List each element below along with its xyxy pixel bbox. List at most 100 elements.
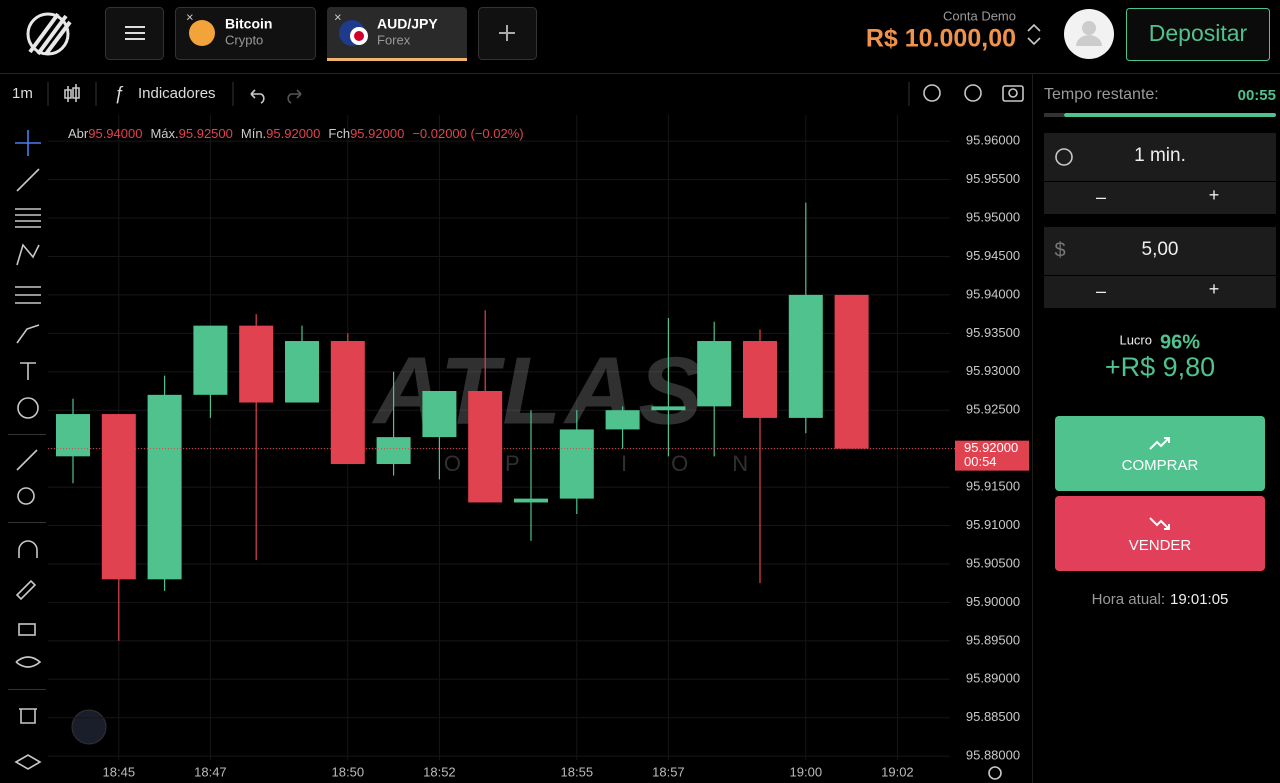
menu-icon [125,26,145,40]
plus-button[interactable]: + [1209,279,1220,299]
y-tick-label: 95.94500 [966,248,1020,263]
asset-tab-active[interactable] [327,7,467,61]
minus-button[interactable]: – [1096,281,1106,301]
text-tool[interactable] [20,362,36,380]
amount[interactable]: 5,00 [1142,239,1179,260]
deposit-label[interactable]: Depositar [1149,20,1248,46]
emoji-tool[interactable] [17,397,39,419]
x-tick-label: 19:00 [790,764,823,779]
x-tick-label: 18:45 [103,764,136,779]
lock-tool[interactable] [18,623,36,636]
avatar-head [1082,21,1096,35]
logo [26,12,72,56]
candle-body [101,414,136,580]
undo-icon[interactable] [250,89,265,104]
progress-track [1044,113,1064,117]
zoom-tool[interactable] [17,487,35,505]
fib-tool[interactable] [15,208,41,228]
tab-sub: Crypto [225,32,263,47]
candle-body [651,406,686,411]
candle-body [376,437,411,465]
indicators-button[interactable]: Indicadores [138,85,216,102]
amount-box[interactable] [1044,227,1276,308]
crosshair-tool[interactable] [15,130,41,156]
duration-box[interactable] [1044,133,1276,214]
legend-value: 95.92000 [266,126,320,141]
magnet-tool[interactable] [18,540,38,558]
legend-label: Abr [68,126,89,141]
sell-label[interactable]: VENDER [1129,537,1192,554]
minus-button[interactable]: – [1096,187,1106,207]
candle-type-icon[interactable] [64,84,80,102]
delete-tool[interactable] [19,708,37,724]
avatar-body [1076,35,1102,46]
tradingview-badge[interactable] [71,709,107,745]
layers-tool[interactable] [14,754,42,770]
plus-button[interactable]: + [1209,185,1220,205]
candle-body [147,394,182,580]
settings-icon[interactable] [964,84,982,102]
y-tick-label: 95.94000 [966,286,1020,301]
account-toggle[interactable] [1027,23,1041,46]
lock-draw-tool[interactable] [15,579,37,601]
y-tick-label: 95.89000 [966,671,1020,686]
brush-tool[interactable] [16,324,40,344]
sell-button[interactable] [1055,496,1265,571]
close-icon[interactable]: × [334,9,342,24]
candle-body [605,410,640,430]
x-tick-label: 18:57 [652,764,685,779]
candle-body [330,341,365,465]
candle-body [834,294,869,449]
tab-name: Bitcoin [225,16,272,32]
candle-body [743,341,777,418]
x-tick-label: 18:47 [194,764,227,779]
deposit-button[interactable] [1126,8,1270,61]
y-tick-label: 95.89500 [966,632,1020,647]
progress-bar [1064,113,1276,117]
legend-value: 95.92500 [179,126,233,141]
y-tick-label: 95.92500 [966,402,1020,417]
balance[interactable]: R$ 10.000,00 [866,25,1016,53]
screenshot-icon[interactable] [1002,85,1024,102]
jpy-flag-dot [354,31,364,41]
y-tick-label: 95.96000 [966,133,1020,148]
candle-body [285,341,319,403]
candle-body [56,414,90,457]
plus-icon [499,25,515,41]
clock-icon [1055,148,1073,166]
y-tick-label: 95.90500 [966,555,1020,570]
candle-body [697,341,732,407]
last-price-box [955,440,1029,471]
projection-tool[interactable] [15,286,41,304]
chart: 95.96000 95.95500 95.95000 95.94500 95.94000… [48,115,1029,779]
axis-settings[interactable] [988,766,1002,780]
y-tick-label: 95.93500 [966,325,1020,340]
redo-icon[interactable] [287,89,302,104]
tab-sub: Forex [377,32,411,47]
candle-body [468,390,503,503]
pattern-tool[interactable] [16,243,40,266]
x-tick-label: 18:52 [423,764,456,779]
visibility-tool[interactable] [15,656,42,668]
line-tool[interactable] [16,168,40,192]
candle-body [239,325,274,403]
legend-change: −0.02000 (−0.02%) [412,126,523,141]
legend-value: 95.92000 [350,126,404,141]
alert-icon[interactable] [923,84,941,102]
buy-label[interactable]: COMPRAR [1122,457,1199,474]
y-tick-label: 95.90000 [966,594,1020,609]
interval[interactable]: 1m [12,85,33,102]
fx-icon[interactable]: ƒ [114,83,124,103]
close-icon[interactable]: × [186,9,194,24]
ruler-tool[interactable] [16,449,38,471]
duration[interactable]: 1 min. [1134,145,1186,166]
time-left: 00:55 [1238,87,1276,104]
profit-percent: 96% [1160,331,1200,353]
profit-value: +R$ 9,80 [1105,352,1215,382]
buy-button[interactable] [1055,416,1265,491]
y-tick-label: 95.93000 [966,363,1020,378]
bitcoin-icon [189,20,215,46]
asset-tab[interactable] [175,7,316,60]
currency-symbol: $ [1054,239,1065,261]
